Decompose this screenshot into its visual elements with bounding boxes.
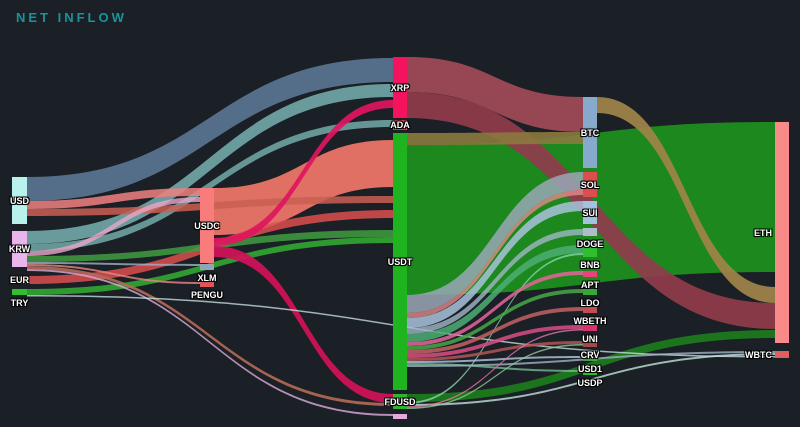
flow-usdt-to-uni[interactable] [407, 325, 583, 358]
flow-fdusd-to-crv[interactable] [407, 344, 583, 409]
flow-usdt-to-sui[interactable] [407, 201, 583, 328]
node-wbeth[interactable] [583, 307, 597, 313]
flow-fdusd-to-wbtc[interactable] [407, 353, 775, 406]
flow-usdt-to-doge[interactable] [407, 229, 583, 334]
flow-usdt-to-usd1[interactable] [407, 356, 583, 363]
flow-usdt-to-crv[interactable] [407, 341, 583, 361]
node-fdusd[interactable] [393, 394, 407, 409]
flow-krw-to-pengu[interactable] [27, 264, 200, 284]
node-eth[interactable] [775, 122, 789, 343]
flow-krw-to-ada[interactable] [27, 120, 393, 251]
node-try[interactable] [12, 289, 27, 295]
node-crv[interactable] [583, 341, 597, 347]
node-wbtc[interactable] [775, 351, 789, 358]
node-btc[interactable] [583, 97, 597, 168]
flow-usdt-to-wbeth[interactable] [407, 307, 583, 354]
node-apt[interactable] [583, 271, 597, 277]
node-usdt[interactable] [393, 133, 407, 390]
chart-title: NET INFLOW [16, 10, 127, 25]
node-bnb[interactable] [583, 245, 597, 257]
flow-usdc-to-xrp[interactable] [214, 100, 393, 246]
node-usd[interactable] [12, 177, 27, 224]
flow-krw-to-fdusd[interactable] [27, 266, 393, 406]
node-doge[interactable] [583, 228, 597, 236]
flow-usdc-to-usdt[interactable] [214, 140, 393, 235]
node-pengu[interactable] [200, 282, 214, 287]
node-uni[interactable] [583, 325, 597, 331]
flow-usdt-to-apt[interactable] [407, 271, 583, 346]
flow-krw-to-xlm[interactable] [27, 262, 200, 266]
flow-xrp-to-btc[interactable] [407, 57, 583, 132]
node-usdp[interactable] [583, 370, 597, 375]
node-ldo[interactable] [583, 289, 597, 295]
node-xlm[interactable] [200, 264, 214, 270]
node-eur[interactable] [12, 276, 27, 284]
node-sui[interactable] [583, 201, 597, 224]
flow-krw-to-xrp[interactable] [27, 84, 393, 244]
node-krw[interactable] [12, 231, 27, 267]
flow-krw-to-unnamed[interactable] [27, 269, 393, 416]
flow-usdt-to-sol[interactable] [407, 190, 583, 318]
node-ada[interactable] [393, 120, 407, 130]
node-usdc[interactable] [200, 188, 214, 263]
node-xrp[interactable] [393, 57, 407, 118]
flow-usdt-to-btc[interactable] [407, 132, 583, 145]
node-usd1[interactable] [583, 356, 597, 361]
flow-usdt-to-bnb[interactable] [407, 245, 583, 342]
flow-usdc-to-fdusd[interactable] [214, 246, 393, 403]
flow-usd-to-xrp[interactable] [27, 58, 393, 201]
flow-fdusd-to-eth[interactable] [407, 330, 775, 402]
flow-usdt-to-sol[interactable] [407, 172, 583, 313]
flow-krw-to-usdc[interactable] [27, 197, 200, 256]
flow-fdusd-to-uni[interactable] [407, 329, 583, 408]
node-sol[interactable] [583, 172, 597, 197]
flow-usdt-to-ldo[interactable] [407, 289, 583, 350]
flow-usd-to-usdc[interactable] [27, 188, 200, 209]
node-unnamed[interactable] [393, 414, 407, 419]
flow-btc-to-eth[interactable] [597, 97, 775, 303]
